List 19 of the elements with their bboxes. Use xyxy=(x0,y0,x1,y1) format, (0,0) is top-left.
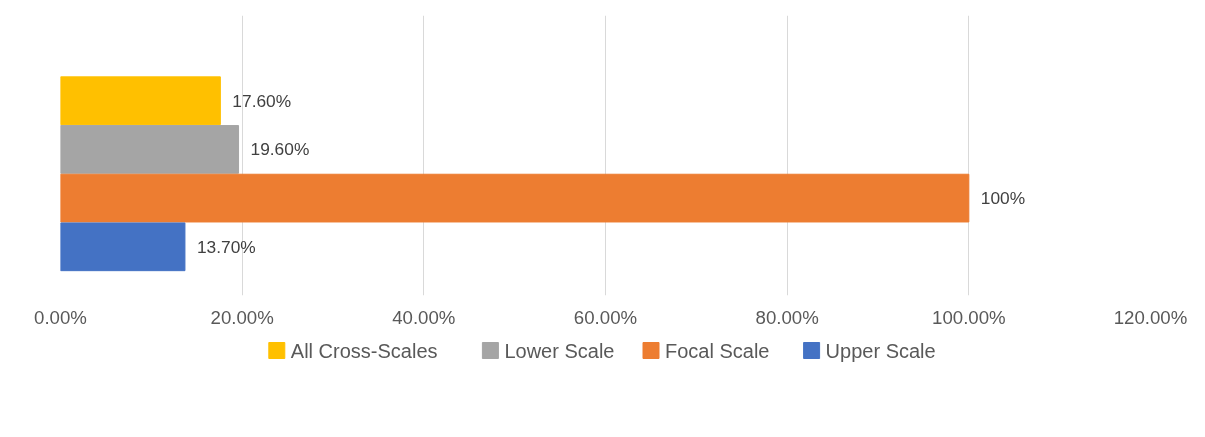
x-tick-label: 80.00% xyxy=(755,306,819,328)
data-label: 100% xyxy=(980,188,1026,209)
data-label: 17.60% xyxy=(232,90,292,111)
x-tick-label: 60.00% xyxy=(573,306,638,328)
bar xyxy=(60,76,221,126)
x-tick-label: 0.00% xyxy=(34,306,87,328)
x-tick-label: 120.00% xyxy=(1113,306,1188,328)
x-tick-label: 40.00% xyxy=(392,306,456,328)
bar xyxy=(60,173,970,223)
legend-label: All Cross-Scales xyxy=(290,339,438,362)
legend-label: Upper Scale xyxy=(825,339,936,362)
data-label: 13.70% xyxy=(196,236,256,257)
legend-label: Lower Scale xyxy=(504,339,615,362)
x-tick-label: 20.00% xyxy=(210,306,274,328)
bar xyxy=(60,222,186,272)
legend-label: Focal Scale xyxy=(665,339,770,362)
x-tick-label: 100.00% xyxy=(932,306,1006,328)
data-label: 19.60% xyxy=(250,139,310,160)
bar xyxy=(60,125,240,174)
